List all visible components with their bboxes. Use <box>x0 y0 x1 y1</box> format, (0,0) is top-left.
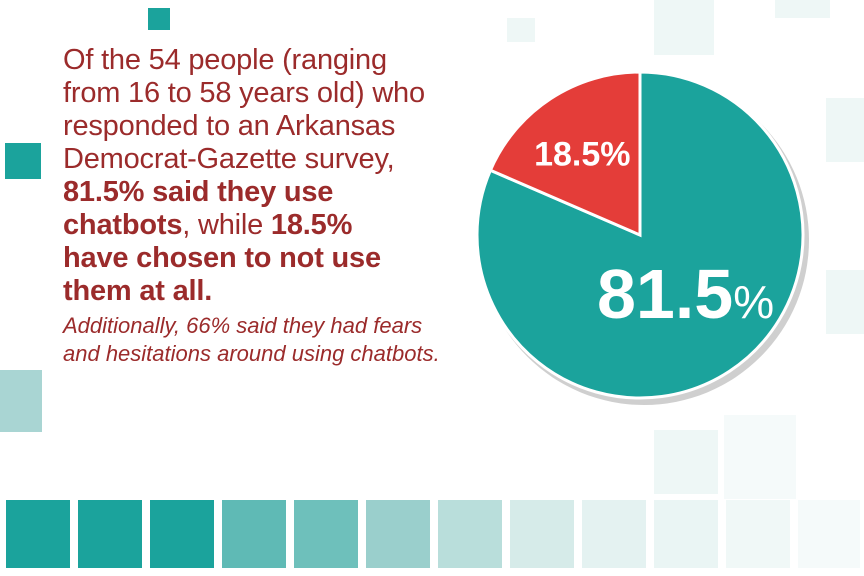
bottom-square <box>438 500 502 568</box>
while-text: , while <box>182 209 264 241</box>
bottom-square <box>222 500 286 568</box>
pie-slice-label: 81.5% <box>597 255 774 333</box>
bottom-square <box>294 500 358 568</box>
headline-line-mixed: chatbots, while 18.5% <box>63 209 503 242</box>
bottom-square <box>582 500 646 568</box>
bold-text: have chosen to not use <box>63 242 381 274</box>
decor-square <box>0 370 42 432</box>
headline-line-bold: them at all. <box>63 275 503 308</box>
bottom-square <box>654 500 718 568</box>
decor-square <box>148 8 170 30</box>
headline-line-bold: 81.5% said they use <box>63 176 503 209</box>
decor-square <box>724 415 796 499</box>
bottom-square <box>150 500 214 568</box>
decor-square <box>5 143 41 179</box>
note-line: Additionally, 66% said they had fears <box>63 313 423 338</box>
pie-slice-label: 18.5% <box>534 135 630 173</box>
headline-text: Of the 54 people (ranging from 16 to 58 … <box>63 44 503 368</box>
decor-square <box>654 0 714 55</box>
bottom-square <box>78 500 142 568</box>
bottom-square <box>510 500 574 568</box>
bottom-square <box>6 500 70 568</box>
bold-chatbots-text: chatbots <box>63 209 183 241</box>
decor-square <box>826 270 864 334</box>
decor-square <box>654 430 718 494</box>
bold-stat-text: 81.5% said they use <box>63 176 334 208</box>
decor-square <box>507 18 535 42</box>
note-line: and hesitations around using chatbots. <box>63 341 440 366</box>
bottom-square <box>366 500 430 568</box>
bottom-square <box>726 500 790 568</box>
decor-square <box>775 0 830 18</box>
pie-slice <box>488 70 642 238</box>
bottom-square <box>798 500 860 568</box>
decor-square <box>826 98 864 162</box>
headline-line: Of the 54 people (ranging <box>63 44 387 76</box>
headline-line: responded to an Arkansas <box>63 110 396 142</box>
pie-chart: 81.5% 18.5% <box>475 70 809 405</box>
bold-text: them at all. <box>63 275 213 307</box>
bold-stat-text: 18.5% <box>270 209 353 241</box>
headline-line-bold: have chosen to not use <box>63 242 503 275</box>
headline-line: Democrat-Gazette survey, <box>63 143 395 175</box>
headline-line: from 16 to 58 years old) who <box>63 77 425 109</box>
